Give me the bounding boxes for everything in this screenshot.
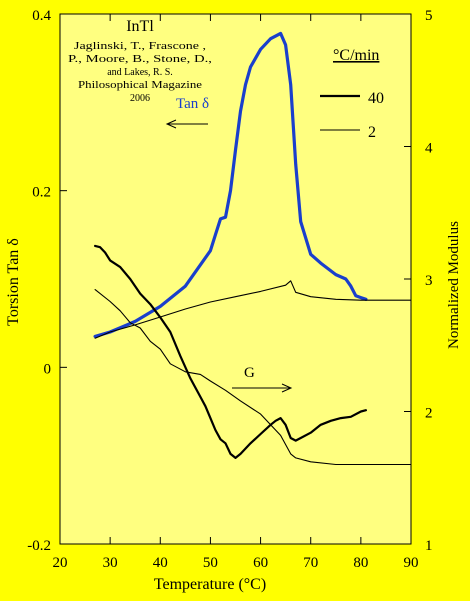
right-y-tick-label: 3 <box>425 273 433 289</box>
left-y-tick-label: 0.4 <box>32 8 51 24</box>
x-tick-label: 60 <box>253 555 268 571</box>
tan-delta-2-line <box>94 280 412 339</box>
x-axis: 20 30 40 50 60 70 80 90 <box>53 14 419 571</box>
modulus-40-line <box>93 244 367 459</box>
citation-line: P., Moore, B., Stone, D., <box>68 54 212 65</box>
right-y-tick-label: 1 <box>425 538 433 554</box>
citation: Jaglinski, T., Frascone , P., Moore, B.,… <box>68 41 212 104</box>
left-y-tick-label: 0.2 <box>32 185 51 201</box>
legend: °C/min 40 2 <box>320 47 384 141</box>
x-tick-label: 40 <box>153 555 168 571</box>
modulus-2-line <box>94 289 412 466</box>
series-layer <box>93 31 412 466</box>
x-tick-label: 80 <box>353 555 368 571</box>
right-y-tick-label: 4 <box>425 141 433 157</box>
legend-label-slow: 2 <box>368 124 376 141</box>
right-y-axis: 1 2 3 4 5 <box>404 8 433 554</box>
citation-line: Philosophical Magazine <box>78 80 203 91</box>
x-tick-label: 30 <box>103 555 118 571</box>
right-arrow-icon <box>232 383 293 393</box>
left-y-tick-label: -0.2 <box>27 538 51 554</box>
x-tick-label: 20 <box>53 555 68 571</box>
x-tick-label: 50 <box>203 555 218 571</box>
plot-area <box>59 13 412 545</box>
x-tick-label: 90 <box>404 555 419 571</box>
legend-label-fast: 40 <box>368 90 384 107</box>
x-axis-title: Temperature (°C) <box>154 576 266 593</box>
left-y-axis: -0.2 0 0.2 0.4 <box>27 8 67 554</box>
left-y-tick-label: 0 <box>44 361 52 377</box>
x-tick-label: 70 <box>303 555 318 571</box>
left-arrow-icon <box>165 119 208 129</box>
tan-delta-label: Tan δ <box>176 96 209 112</box>
tan-delta-40-line <box>93 31 368 338</box>
right-y-tick-label: 2 <box>425 406 433 422</box>
g-label: G <box>244 365 255 381</box>
right-y-tick-label: 5 <box>425 8 433 24</box>
citation-line: and Lakes, R. S. <box>107 67 173 78</box>
left-y-axis-title: Torsion Tan δ <box>5 238 22 326</box>
citation-line: 2006 <box>130 93 150 104</box>
legend-header: °C/min <box>333 47 379 64</box>
citation-line: Jaglinski, T., Frascone , <box>74 41 206 52</box>
chart-title: InTl <box>126 18 154 35</box>
right-y-axis-title: Normalized Modulus <box>446 221 462 349</box>
